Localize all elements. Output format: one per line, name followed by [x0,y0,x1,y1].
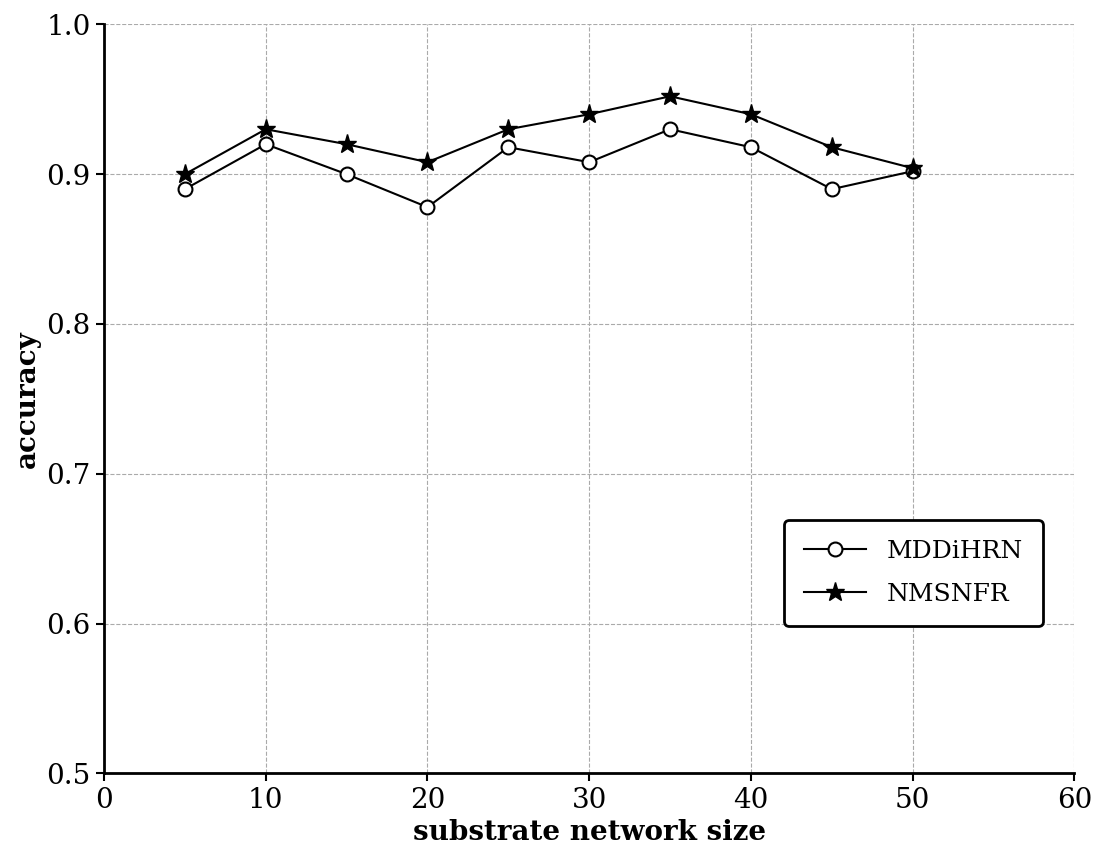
NMSNFR [906,163,919,174]
NMSNFR [502,124,515,134]
NMSNFR [421,157,435,168]
NMSNFR [825,142,838,152]
MDDiHRN [178,184,191,194]
Line: MDDiHRN: MDDiHRN [178,122,919,214]
MDDiHRN [502,142,515,152]
NMSNFR [744,109,758,120]
MDDiHRN [421,202,435,212]
Y-axis label: accuracy: accuracy [14,330,41,468]
MDDiHRN [825,184,838,194]
NMSNFR [259,124,272,134]
NMSNFR [664,91,677,101]
NMSNFR [340,139,353,150]
MDDiHRN [583,157,596,168]
Legend: MDDiHRN, NMSNFR: MDDiHRN, NMSNFR [784,520,1043,626]
X-axis label: substrate network size: substrate network size [413,819,765,846]
MDDiHRN [340,169,353,180]
Line: NMSNFR: NMSNFR [175,87,922,184]
MDDiHRN [744,142,758,152]
NMSNFR [178,169,191,180]
NMSNFR [583,109,596,120]
MDDiHRN [906,166,919,176]
MDDiHRN [664,124,677,134]
MDDiHRN [259,139,272,150]
